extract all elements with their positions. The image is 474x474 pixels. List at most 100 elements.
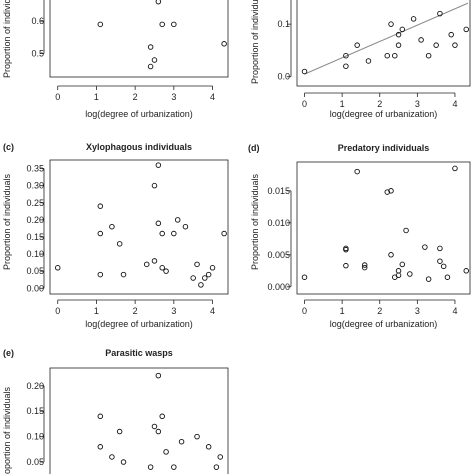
data-point <box>194 261 200 268</box>
data-point <box>422 244 428 250</box>
data-point <box>343 63 349 69</box>
data-point <box>388 21 394 27</box>
y-tick-label: 0.05 <box>26 266 44 276</box>
data-point <box>155 220 162 227</box>
y-tick-label: 0.20 <box>26 381 44 391</box>
y-axis-label: Proportion of individuals <box>250 0 260 84</box>
x-tick-label: 4 <box>452 306 457 316</box>
y-tick-label: 0.10 <box>26 249 44 259</box>
panel-a: 0.5 0.6 Proportion of individuals 0 1 2 3 4 log(… <box>2 0 229 119</box>
x-tick-label: 0 <box>302 99 307 109</box>
x-tick-label: 2 <box>377 306 382 316</box>
data-point <box>120 271 127 278</box>
data-point <box>116 241 123 247</box>
y-tick-label: 0.25 <box>26 198 44 208</box>
data-point <box>109 454 115 460</box>
panel-title: Predatory individuals <box>338 143 430 153</box>
x-tick-label: 2 <box>377 99 382 109</box>
data-point <box>437 10 443 17</box>
y-tick-label: 0.15 <box>26 406 44 416</box>
data-point <box>463 26 469 33</box>
data-point <box>403 227 409 234</box>
data-point <box>174 217 181 223</box>
data-point <box>437 258 443 264</box>
x-tick-label: 3 <box>171 306 176 316</box>
data-point <box>116 428 123 435</box>
y-tick-label: 0.10 <box>26 432 44 442</box>
y-tick-label: 0.30 <box>26 181 44 191</box>
data-point <box>202 275 208 281</box>
y-axis-label: Proportion of individuals <box>250 173 260 270</box>
x-tick-label: 1 <box>94 92 99 102</box>
data-point <box>354 168 360 175</box>
y-tick-label: 0.35 <box>26 164 44 174</box>
data-point <box>54 265 61 271</box>
data-point <box>452 165 458 172</box>
data-point <box>97 230 104 237</box>
data-point <box>159 265 165 271</box>
data-point <box>151 423 158 430</box>
x-axis-label: log(degree of urbanization) <box>85 319 193 329</box>
x-tick-label: 3 <box>415 306 420 316</box>
x-axis-label: log(degree of urbanization) <box>330 319 438 329</box>
data-point <box>178 438 185 445</box>
data-point <box>171 230 177 237</box>
x-tick-label: 4 <box>210 306 215 316</box>
plot-frame <box>49 0 229 78</box>
data-point <box>209 265 216 271</box>
plot-frame <box>296 0 471 87</box>
data-point <box>213 464 220 470</box>
y-tick-label: 0.005 <box>267 250 290 260</box>
data-point <box>171 21 177 28</box>
data-point <box>343 52 349 59</box>
x-tick-label: 0 <box>55 92 60 102</box>
data-point <box>163 268 169 274</box>
x-tick-label: 0 <box>302 306 307 316</box>
panel-d: (d) Predatory individuals 0.000 0.005 0.010 0… <box>248 143 471 329</box>
data-point <box>418 37 424 43</box>
y-tick-label: 0.010 <box>267 218 290 228</box>
panel-title: Parasitic wasps <box>105 348 173 358</box>
y-axis-label: Proportion of individuals <box>2 173 12 270</box>
data-point <box>463 268 469 274</box>
data-point <box>97 203 104 209</box>
data-point <box>448 31 454 38</box>
data-point <box>97 413 104 420</box>
data-point <box>361 264 368 271</box>
data-point <box>190 275 196 281</box>
data-point <box>155 428 162 435</box>
panel-label: (e) <box>3 348 14 358</box>
data-point <box>147 63 154 70</box>
data-point <box>151 57 158 63</box>
plot-frame <box>49 159 229 295</box>
x-axis-label: log(degree of urbanization) <box>330 109 438 119</box>
data-point <box>97 21 104 28</box>
data-point <box>384 189 391 195</box>
y-tick-label: 0.15 <box>26 232 44 242</box>
data-point <box>425 276 432 282</box>
data-point <box>163 449 169 455</box>
data-point <box>155 162 162 168</box>
x-tick-label: 3 <box>415 99 420 109</box>
data-point <box>143 261 150 268</box>
y-tick-label: 0.20 <box>26 215 44 225</box>
data-point <box>182 223 189 230</box>
data-point <box>399 261 406 268</box>
data-point <box>205 271 212 278</box>
data-point <box>410 16 417 22</box>
plot-frame <box>49 367 229 474</box>
panel-label: (c) <box>3 142 14 152</box>
data-point <box>221 41 227 47</box>
regression-line <box>304 2 469 75</box>
data-point <box>147 464 154 470</box>
panel-title: Xylophagous individuals <box>86 142 192 152</box>
data-point <box>301 274 308 280</box>
panel-e: (e) Parasitic wasps 0.05 0.10 0.15 0.20 Propor… <box>2 348 229 474</box>
data-point <box>440 263 447 270</box>
y-tick-label: 0.015 <box>267 186 290 196</box>
data-point <box>155 372 162 379</box>
y-tick-label: 0.6 <box>31 16 44 26</box>
y-tick-label: 0.5 <box>31 49 44 59</box>
data-point <box>159 413 165 420</box>
